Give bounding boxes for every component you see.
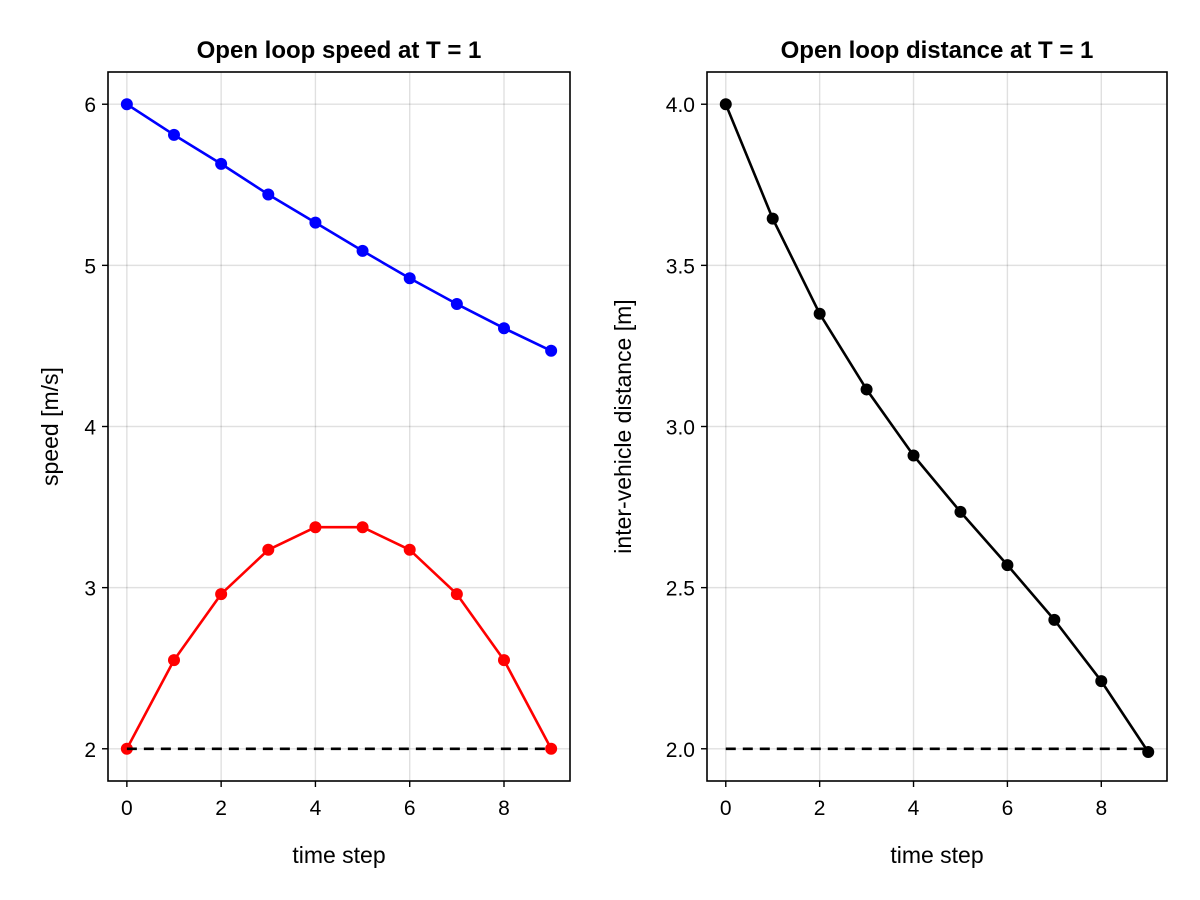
speed-series-0-point	[403, 272, 416, 285]
speed-series-1-line	[125, 525, 553, 750]
speed-series-1-point	[498, 654, 510, 667]
distance-series-0-point	[1095, 675, 1108, 688]
speed-series-1-point	[309, 521, 322, 534]
distance-series-0-point	[1048, 613, 1061, 626]
speed-series-0-line	[126, 103, 552, 352]
speed-series-1-point	[545, 742, 558, 755]
speed-series-1-point	[403, 543, 416, 556]
speed-series-1-point	[262, 543, 275, 556]
speed-xtick-label: 2	[215, 797, 227, 820]
distance-xtick-label: 2	[814, 797, 826, 820]
speed-xtick-label: 6	[404, 797, 416, 820]
speed-ytick-label: 5	[84, 255, 96, 278]
distance-series-0-point	[766, 212, 779, 225]
distance-panel: 0 2 4 6 8 2.0 2.5 3.0 3.5 4.0 Open loop distance a…	[610, 37, 1168, 868]
speed-series-0-point	[498, 322, 510, 335]
distance-series-0-line	[724, 103, 1150, 753]
speed-series-0-point	[450, 298, 463, 311]
speed-xtick-label: 0	[121, 797, 133, 820]
distance-xtick-label: 0	[720, 797, 732, 820]
speed-series-1-point	[168, 654, 180, 667]
speed-xtick-label: 8	[498, 797, 510, 820]
distance-series-0-point	[860, 383, 873, 396]
distance-ytick-label: 2.0	[666, 739, 695, 762]
speed-x-axis-label: time step	[292, 842, 385, 868]
speed-series-0-point	[356, 244, 369, 257]
speed-y-axis-label: speed [m/s]	[37, 367, 63, 486]
speed-ytick-label: 6	[84, 94, 96, 117]
distance-xtick-label: 8	[1095, 797, 1107, 820]
speed-panel: 0 2 4 6 8 2 3 4 5 6 Open loop speed at T = 1 time s…	[37, 37, 571, 868]
distance-x-axis-label: time step	[890, 842, 983, 868]
distance-series-0-point	[907, 449, 920, 462]
distance-series-0-point	[954, 505, 967, 518]
speed-series-1-point	[450, 588, 463, 601]
speed-series-1-point	[215, 588, 228, 601]
distance-ytick-label: 2.5	[666, 578, 695, 601]
distance-series-0-point	[719, 98, 732, 111]
distance-ytick-label: 3.5	[666, 255, 695, 278]
speed-ytick-label: 2	[84, 739, 96, 762]
speed-series-0-point	[120, 98, 133, 111]
speed-series-1-point	[120, 742, 133, 755]
distance-y-axis-label: inter-vehicle distance [m]	[610, 299, 636, 553]
speed-ytick-label: 4	[84, 417, 96, 440]
distance-ytick-label: 3.0	[666, 417, 695, 440]
speed-series-0-point	[545, 344, 558, 357]
speed-chart-title: Open loop speed at T = 1	[197, 37, 482, 64]
distance-series-0-point	[813, 307, 826, 320]
speed-series-0-point	[262, 188, 275, 201]
speed-series-1-point	[356, 521, 369, 534]
distance-series-0-point	[1001, 559, 1014, 572]
speed-xtick-label: 4	[310, 797, 322, 820]
distance-xtick-label: 4	[908, 797, 920, 820]
distance-series-0-point	[1142, 745, 1155, 758]
distance-ytick-label: 4.0	[666, 94, 695, 117]
speed-series-0-point	[168, 128, 180, 141]
distance-chart-title: Open loop distance at T = 1	[781, 37, 1094, 64]
speed-ytick-label: 3	[84, 578, 96, 601]
speed-series-0-point	[309, 216, 322, 229]
distance-xtick-label: 6	[1002, 797, 1014, 820]
speed-series-0-point	[215, 157, 228, 170]
